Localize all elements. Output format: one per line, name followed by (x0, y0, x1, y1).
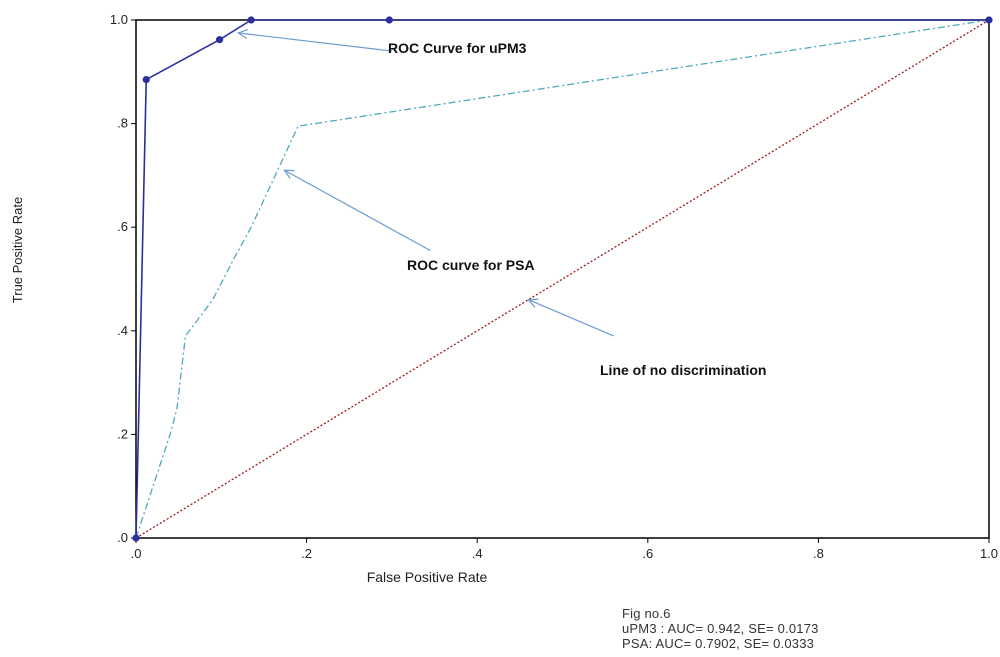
y-tick-label: .0 (117, 530, 128, 545)
series-line-line-of-no-discrimination (135, 19, 990, 539)
series-layer (132, 16, 993, 542)
y-tick-label: .2 (117, 426, 128, 441)
y-tick-label: .8 (117, 116, 128, 131)
series-point-roc-curve-for-upm3 (247, 16, 255, 24)
annotation-layer: ROC Curve for uPM3 ROC curve for PSA Line … (237, 28, 766, 378)
series-point-roc-curve-for-upm3 (985, 16, 993, 24)
x-tick-label: .8 (813, 546, 824, 561)
series-point-roc-curve-for-upm3 (215, 36, 224, 44)
x-tick-label: .4 (472, 546, 483, 561)
x-tick-label: .6 (642, 546, 653, 561)
annotation-label: ROC Curve for uPM3 (388, 40, 527, 56)
x-tick-label: 1.0 (980, 546, 998, 561)
caption-figure-number: Fig no.6 (622, 606, 671, 621)
x-tick-label: .2 (301, 546, 312, 561)
series-point-roc-curve-for-upm3 (385, 16, 393, 24)
y-tick-label: 1.0 (110, 12, 128, 27)
annotation-arrow-line (238, 32, 392, 52)
series-line-roc-curve-for-upm3 (135, 19, 989, 539)
y-axis: .0 .2 .4 .6 .8 1.0 (110, 12, 136, 545)
caption-upm3-stats: uPM3 : AUC= 0.942, SE= 0.0173 (622, 621, 819, 636)
annotation-arrow-head (283, 169, 295, 179)
x-axis-label: False Positive Rate (367, 569, 488, 585)
annotation-arrow-line (284, 169, 431, 252)
y-tick-label: .4 (117, 323, 128, 338)
annotation-arrow-head (527, 298, 539, 308)
series-point-roc-curve-for-upm3 (142, 75, 150, 84)
series-line-roc-curve-for-psa (135, 19, 990, 539)
annotation-arrow-head (237, 28, 249, 39)
figure-caption: Fig no.6 uPM3 : AUC= 0.942, SE= 0.0173 P… (622, 606, 819, 651)
y-tick-label: .6 (117, 219, 128, 234)
annotation-arrow-line (528, 299, 614, 337)
annotation-label: ROC curve for PSA (407, 257, 535, 273)
y-axis-label: True Positive Rate (10, 197, 25, 303)
series-point-roc-curve-for-upm3 (132, 534, 140, 542)
annotation-label: Line of no discrimination (600, 362, 766, 378)
x-axis: .0 .2 .4 .6 .8 1.0 (131, 538, 998, 561)
x-tick-label: .0 (131, 546, 142, 561)
caption-psa-stats: PSA: AUC= 0.7902, SE= 0.0333 (622, 636, 815, 651)
